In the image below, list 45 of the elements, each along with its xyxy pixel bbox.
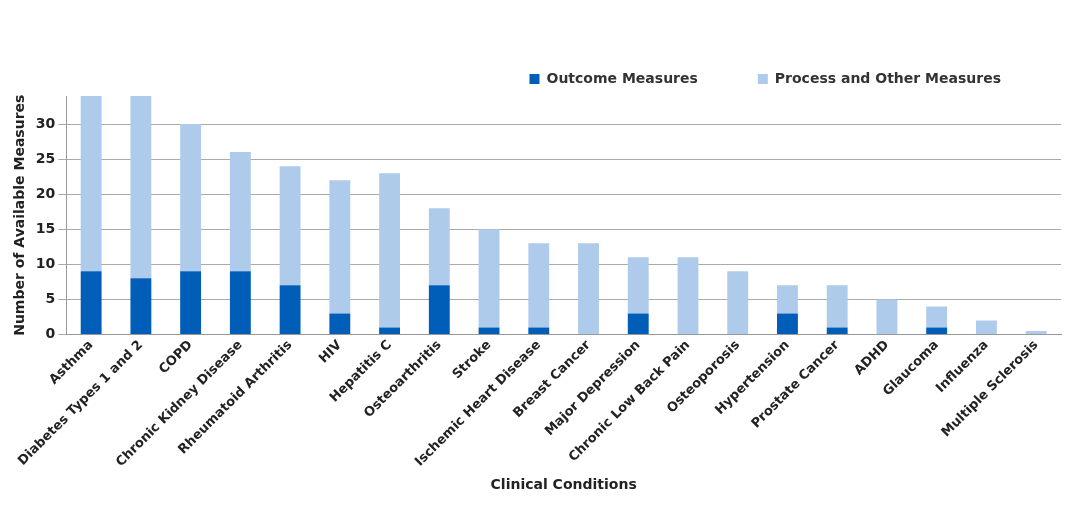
bar <box>478 327 500 334</box>
bar <box>229 271 251 334</box>
bar <box>627 257 649 314</box>
legend-label: Process and Other Measures <box>774 69 1001 86</box>
y-axis-title: Number of Available Measures <box>11 94 28 336</box>
bar <box>279 285 301 334</box>
bar <box>428 285 450 334</box>
bar <box>379 327 401 334</box>
bar <box>329 180 351 314</box>
y-tick-label: 25 <box>35 149 56 166</box>
y-tick-label: 30 <box>35 114 56 131</box>
bar <box>80 96 102 272</box>
bar <box>80 271 102 334</box>
bar <box>876 299 898 334</box>
bar <box>926 306 948 328</box>
bar <box>627 313 649 334</box>
bar <box>777 285 798 314</box>
y-tick-label: 15 <box>35 219 56 236</box>
bar <box>975 320 997 334</box>
bar <box>130 96 152 279</box>
y-tick-label: 20 <box>35 184 56 201</box>
bar <box>777 313 798 334</box>
bar <box>528 327 550 334</box>
bar <box>1025 330 1047 334</box>
bar <box>677 257 699 334</box>
bar <box>229 152 251 272</box>
bar <box>578 243 599 334</box>
bar <box>180 271 202 334</box>
bar <box>428 208 450 286</box>
y-tick-label: 10 <box>35 254 56 271</box>
bar <box>926 327 948 334</box>
bar <box>279 166 301 286</box>
legend-label: Outcome Measures <box>546 69 698 86</box>
bar <box>379 173 401 328</box>
bar <box>727 271 749 334</box>
x-axis-title: Clinical Conditions <box>490 476 637 493</box>
bar <box>528 243 550 328</box>
y-tick-label: 5 <box>45 290 56 307</box>
y-tick-label: 0 <box>45 325 56 342</box>
bar <box>826 285 848 328</box>
bar <box>130 278 152 334</box>
bar <box>329 313 351 334</box>
bar <box>478 229 500 328</box>
bar <box>180 124 202 272</box>
bar <box>826 327 848 334</box>
